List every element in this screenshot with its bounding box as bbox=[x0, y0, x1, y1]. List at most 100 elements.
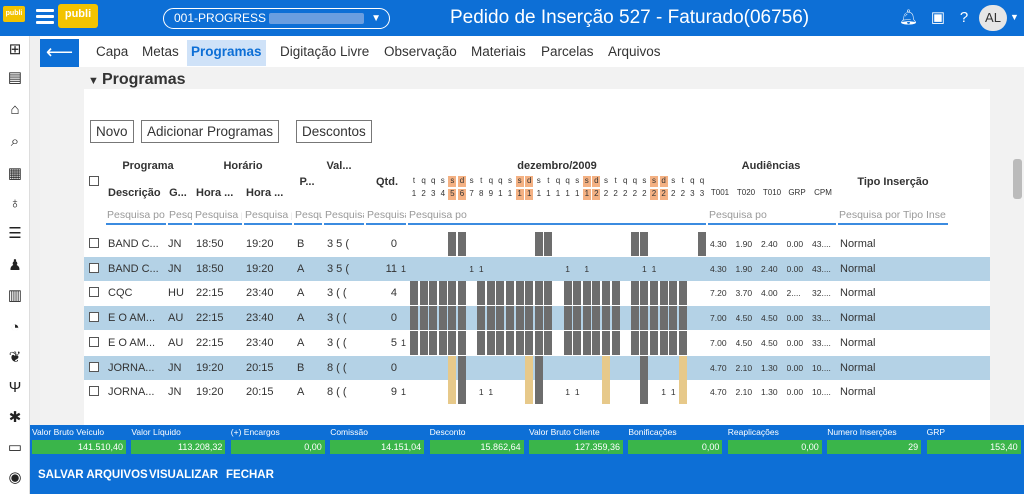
day-cell[interactable] bbox=[679, 232, 687, 256]
leaf-icon[interactable]: ❦ bbox=[8, 349, 22, 366]
back-button[interactable]: ⟵ bbox=[40, 39, 79, 67]
day-cell[interactable] bbox=[640, 330, 649, 355]
day-cell[interactable] bbox=[602, 232, 610, 256]
table-row[interactable]: CQC HU 22:15 23:40 A 3 ( (4 7.20 3.70 4.00 2.... 3… bbox=[84, 281, 990, 306]
col-t010[interactable]: T010 bbox=[762, 188, 782, 197]
day-cell[interactable] bbox=[506, 306, 514, 331]
day-cell[interactable] bbox=[621, 281, 629, 305]
col-descricao[interactable]: Descrição bbox=[108, 187, 161, 199]
row-checkbox[interactable] bbox=[89, 386, 99, 397]
day-cell[interactable] bbox=[496, 257, 504, 281]
day-cell[interactable]: 1 bbox=[642, 263, 647, 274]
menu-icon[interactable] bbox=[36, 9, 54, 25]
day-cell[interactable] bbox=[420, 232, 428, 256]
day-cell[interactable] bbox=[438, 330, 447, 355]
filter-audiencias[interactable]: Pesquisa po bbox=[708, 207, 836, 225]
day-cell[interactable] bbox=[516, 380, 524, 404]
day-cell[interactable] bbox=[659, 281, 668, 306]
day-cell[interactable] bbox=[525, 330, 534, 355]
scrollbar-thumb[interactable] bbox=[1013, 159, 1022, 199]
day-cell[interactable] bbox=[660, 232, 668, 256]
day-cell[interactable] bbox=[688, 257, 696, 281]
day-cell[interactable] bbox=[468, 232, 476, 256]
day-cell[interactable] bbox=[506, 232, 514, 256]
day-cell[interactable] bbox=[602, 306, 610, 331]
day-cell[interactable] bbox=[534, 232, 543, 256]
day-cell[interactable] bbox=[448, 281, 457, 306]
day-cell[interactable] bbox=[679, 257, 687, 281]
day-cell[interactable] bbox=[534, 306, 543, 331]
day-cell[interactable]: 1 bbox=[488, 387, 494, 398]
day-cell[interactable] bbox=[650, 281, 658, 306]
day-cell[interactable] bbox=[410, 306, 418, 331]
day-cell[interactable] bbox=[650, 380, 658, 404]
day-cell[interactable] bbox=[602, 281, 610, 306]
col-cpm[interactable]: CPM bbox=[814, 188, 832, 197]
day-cell[interactable] bbox=[592, 232, 600, 256]
day-cell[interactable] bbox=[621, 331, 629, 355]
day-cell[interactable] bbox=[420, 257, 428, 281]
day-cell[interactable]: 1 bbox=[574, 387, 580, 398]
home-search-icon[interactable]: ⌕ bbox=[10, 133, 20, 150]
fechar-button[interactable]: FECHAR bbox=[226, 469, 274, 481]
day-cell[interactable] bbox=[573, 281, 582, 306]
novo-button[interactable]: Novo bbox=[90, 120, 134, 143]
list-icon[interactable]: ☰ bbox=[8, 225, 22, 242]
day-cell[interactable]: 1 bbox=[478, 263, 484, 274]
day-cell[interactable] bbox=[496, 306, 505, 331]
day-cell[interactable] bbox=[650, 330, 658, 355]
day-cell[interactable] bbox=[602, 380, 610, 405]
avatar[interactable]: AL bbox=[979, 5, 1007, 31]
day-cell[interactable] bbox=[688, 331, 696, 355]
filter-p[interactable]: Pesquisa po bbox=[294, 207, 322, 225]
day-cell[interactable] bbox=[496, 330, 505, 355]
day-cell[interactable] bbox=[534, 281, 543, 306]
rss-icon[interactable]: ◔ bbox=[10, 319, 20, 336]
day-cell[interactable]: 1 bbox=[584, 263, 590, 274]
day-cell[interactable] bbox=[525, 281, 534, 306]
day-cell[interactable] bbox=[516, 356, 524, 380]
day-cell[interactable]: 1 bbox=[565, 263, 570, 274]
col-t001[interactable]: T001 bbox=[710, 188, 730, 197]
day-cell[interactable]: 1 bbox=[651, 263, 657, 274]
day-cell[interactable] bbox=[487, 232, 495, 256]
day-cell[interactable] bbox=[688, 380, 696, 404]
day-cell[interactable] bbox=[621, 356, 629, 380]
day-cell[interactable] bbox=[429, 380, 437, 404]
day-cell[interactable] bbox=[554, 257, 562, 281]
day-cell[interactable] bbox=[438, 306, 447, 331]
day-cell[interactable] bbox=[688, 232, 696, 256]
day-cell[interactable] bbox=[419, 330, 428, 355]
day-cell[interactable] bbox=[458, 330, 466, 355]
day-cell[interactable] bbox=[486, 281, 495, 306]
day-cell[interactable] bbox=[678, 306, 687, 331]
day-cell[interactable] bbox=[611, 330, 620, 355]
utensils-icon[interactable]: Ψ bbox=[8, 379, 22, 396]
day-cell[interactable] bbox=[544, 380, 552, 404]
table-row[interactable]: E O AM... AU 22:15 23:40 A 3 ( (5 1 7.00 4.50 4.5… bbox=[84, 330, 990, 355]
day-cell[interactable] bbox=[534, 380, 543, 405]
day-cell[interactable] bbox=[669, 232, 677, 256]
day-cell[interactable] bbox=[630, 330, 639, 355]
day-cell[interactable] bbox=[573, 330, 582, 355]
day-cell[interactable] bbox=[525, 380, 534, 405]
day-cell[interactable] bbox=[669, 281, 678, 306]
day-cell[interactable] bbox=[544, 356, 552, 380]
day-cell[interactable] bbox=[410, 257, 418, 281]
row-checkbox[interactable] bbox=[89, 336, 99, 347]
day-cell[interactable] bbox=[611, 306, 620, 331]
day-cell[interactable] bbox=[592, 281, 601, 306]
bug-icon[interactable]: ✱ bbox=[8, 409, 22, 426]
visualizar-button[interactable]: VISUALIZAR bbox=[149, 469, 218, 481]
day-cell[interactable] bbox=[678, 380, 687, 405]
tab-arquivos[interactable]: Arquivos bbox=[608, 44, 661, 59]
row-checkbox[interactable] bbox=[89, 262, 99, 273]
row-checkbox[interactable] bbox=[89, 312, 99, 323]
vertical-scrollbar[interactable] bbox=[1010, 67, 1024, 425]
day-cell[interactable] bbox=[688, 306, 696, 330]
day-cell[interactable] bbox=[659, 306, 668, 331]
day-cell[interactable] bbox=[698, 281, 706, 305]
filter-hora-fim[interactable]: Pesquisa po bbox=[244, 207, 292, 225]
day-cell[interactable] bbox=[477, 356, 485, 380]
day-cell[interactable] bbox=[630, 306, 639, 331]
